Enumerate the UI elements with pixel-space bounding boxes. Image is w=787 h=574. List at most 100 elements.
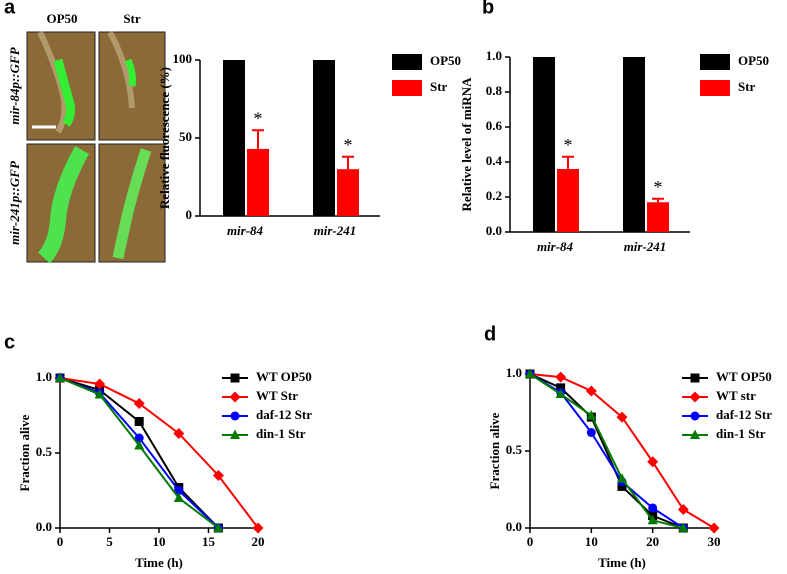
- y-axis-label: Relative level of miRNA: [459, 77, 474, 212]
- legend-label: WT OP50: [256, 369, 312, 384]
- y-axis-label: Relative fluorescence (%): [157, 67, 172, 209]
- marker: [647, 514, 658, 525]
- marker: [94, 389, 105, 399]
- worm-outline: [107, 30, 135, 109]
- column-label: Str: [123, 11, 141, 26]
- legend-marker: [230, 373, 240, 383]
- y-tick-label: 0.4: [486, 153, 503, 168]
- legend-marker: [230, 429, 240, 439]
- x-tick-label: mir-84: [537, 239, 574, 254]
- row-label: mir-241p::GFP: [7, 160, 22, 245]
- legend-label: Str: [430, 79, 448, 94]
- marker: [525, 368, 535, 378]
- legend-label: WT Str: [256, 388, 298, 403]
- error-bar: [652, 197, 664, 203]
- legend-label: daf-12 Str: [256, 407, 312, 422]
- marker: [585, 385, 597, 397]
- legend-label: OP50: [738, 53, 769, 68]
- panel-label: a: [4, 0, 16, 18]
- gfp-signal: [53, 58, 75, 127]
- significance: *: [564, 135, 573, 155]
- marker: [586, 428, 596, 438]
- column-label: OP50: [46, 11, 77, 26]
- marker: [677, 504, 689, 516]
- marker: [586, 410, 597, 420]
- y-axis-label: Fraction alive: [17, 414, 32, 491]
- marker: [617, 481, 627, 491]
- x-tick-label: 0: [57, 534, 64, 549]
- y-tick-label: 0.5: [506, 442, 523, 457]
- x-tick-label: 30: [708, 534, 721, 549]
- marker: [94, 378, 106, 390]
- marker: [174, 486, 184, 495]
- chart: c 0.0 0.5 1.0 Fraction alive Time (h) WT OP50 W…: [4, 331, 312, 570]
- x-tick-label: 5: [106, 534, 113, 549]
- panel-label: b: [482, 0, 494, 18]
- panel-label: c: [4, 331, 15, 353]
- x-tick-label: 15: [202, 534, 216, 549]
- bar: [313, 60, 335, 216]
- legend-label: WT OP50: [716, 369, 772, 384]
- chart: b 0.0 0.2 0.4 0.6 0.8 1.0 Relative level of miR…: [459, 0, 769, 254]
- panel-label: d: [484, 323, 496, 345]
- y-tick-label: 1.0: [486, 48, 502, 63]
- x-tick-label: 0: [527, 534, 534, 549]
- y-tick-label: 0.6: [486, 118, 503, 133]
- legend-marker: [229, 391, 241, 403]
- y-tick-label: 100: [173, 51, 193, 66]
- significance: *: [654, 177, 663, 197]
- marker: [55, 372, 65, 382]
- marker: [134, 440, 145, 450]
- y-axis-label: Fraction alive: [487, 412, 502, 489]
- y-tick-label: 50: [179, 129, 192, 144]
- legend-label: daf-12 Str: [716, 407, 772, 422]
- gfp-signal: [124, 58, 136, 87]
- micrograph-panel: OP50 Str mir-84p::GFP mir-241p::GFP: [7, 11, 166, 264]
- legend-marker: [230, 411, 240, 421]
- marker: [134, 433, 144, 443]
- worm-outline: [37, 30, 68, 134]
- marker: [212, 470, 224, 481]
- x-tick-label: mir-84: [227, 223, 264, 238]
- legend-label: WT str: [716, 388, 756, 403]
- y-tick-label: 0.2: [486, 188, 502, 203]
- bar: [533, 57, 555, 232]
- marker: [173, 492, 184, 502]
- marker: [708, 522, 720, 534]
- bar: [623, 57, 645, 232]
- series-line: [529, 373, 684, 529]
- series-line: [59, 377, 259, 529]
- legend-marker: [690, 373, 700, 383]
- x-tick-label: 10: [153, 534, 166, 549]
- legend-label: Str: [738, 79, 756, 94]
- legend-marker: [689, 391, 701, 403]
- bar: [557, 169, 579, 232]
- legend-swatch: [700, 54, 730, 70]
- y-tick-label: 0.0: [486, 223, 502, 238]
- gfp-signal: [112, 148, 152, 260]
- series-line: [529, 373, 684, 529]
- marker: [213, 522, 224, 532]
- legend-marker: [690, 429, 700, 439]
- marker: [133, 398, 145, 409]
- bar: [223, 60, 245, 216]
- y-tick-label: 0.8: [486, 83, 503, 98]
- legend-label: OP50: [430, 53, 461, 68]
- legend-label: din-1 Str: [256, 426, 306, 441]
- marker: [616, 411, 628, 423]
- legend-swatch: [392, 54, 422, 70]
- marker: [555, 388, 566, 399]
- marker: [678, 522, 689, 532]
- gfp-signal: [37, 146, 90, 264]
- x-axis-label: Time (h): [598, 555, 646, 570]
- error-bar: [252, 129, 264, 149]
- legend-label: din-1 Str: [716, 426, 766, 441]
- x-axis-label: Time (h): [135, 555, 183, 570]
- y-tick-label: 1.0: [506, 365, 522, 380]
- y-tick-label: 1.0: [36, 369, 52, 384]
- significance: *: [254, 108, 263, 128]
- bar: [647, 202, 669, 232]
- error-bar: [562, 155, 574, 169]
- y-tick-label: 0: [186, 207, 193, 222]
